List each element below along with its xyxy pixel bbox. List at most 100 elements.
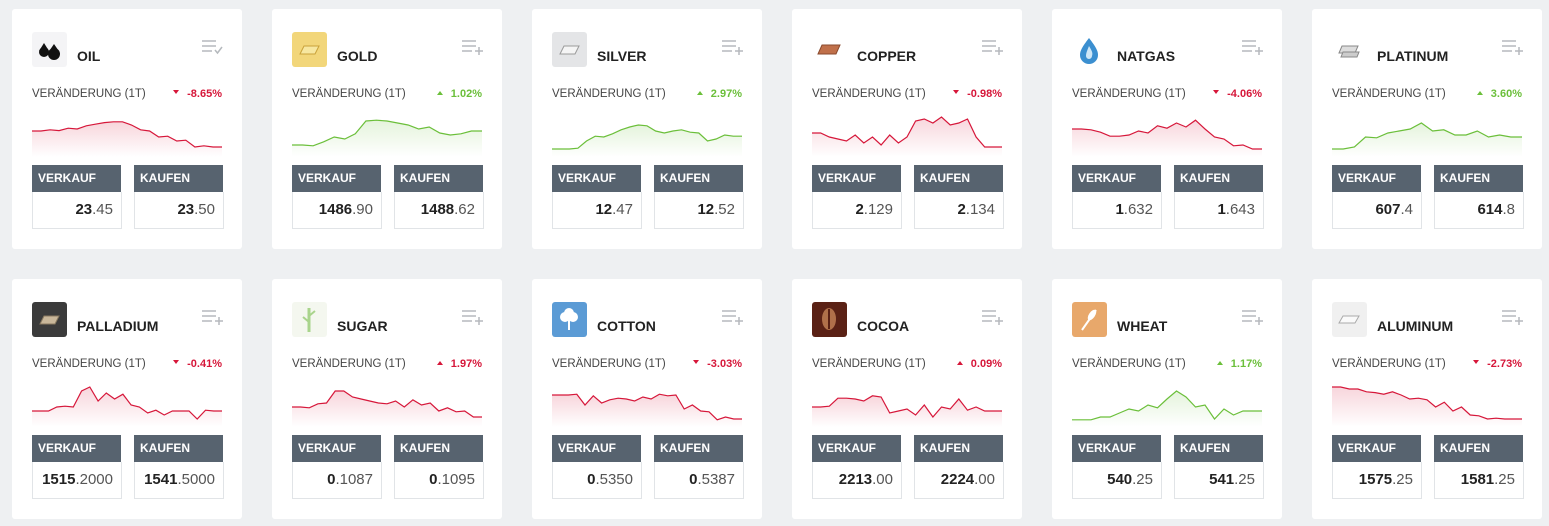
- change-text: -0.41%: [187, 358, 222, 370]
- sell-price[interactable]: 0.1087: [292, 462, 382, 499]
- watchlist-icon[interactable]: [200, 37, 226, 57]
- sell-header[interactable]: VERKAUF: [552, 435, 641, 462]
- arrow-shape: [1473, 360, 1480, 364]
- arrow-shape: [436, 91, 443, 95]
- buy-price[interactable]: 12.52: [654, 192, 744, 229]
- price-integer: 12: [595, 201, 613, 218]
- watchlist-icon[interactable]: [720, 307, 746, 327]
- watchlist-icon[interactable]: [720, 37, 746, 57]
- commodity-name: GOLD: [337, 48, 378, 64]
- sell-price[interactable]: 12.47: [552, 192, 642, 229]
- sell-header[interactable]: VERKAUF: [552, 165, 641, 192]
- watchlist-button[interactable]: [1500, 307, 1526, 332]
- buy-header[interactable]: KAUFEN: [1434, 165, 1523, 192]
- sparkline-area: [812, 395, 1002, 427]
- change-text: 2.97%: [710, 88, 742, 100]
- buy-price[interactable]: 2.134: [914, 192, 1004, 229]
- sell-price[interactable]: 1575.25: [1332, 462, 1422, 499]
- sell-price[interactable]: 2213.00: [812, 462, 902, 499]
- watchlist-button[interactable]: [460, 307, 486, 332]
- sell-header[interactable]: VERKAUF: [1332, 165, 1421, 192]
- sell-price[interactable]: 540.25: [1072, 462, 1162, 499]
- watchlist-icon[interactable]: [1240, 307, 1266, 327]
- change-arrow: [436, 361, 443, 365]
- sparkline-area: [32, 121, 222, 157]
- watchlist-icon[interactable]: [1500, 37, 1526, 57]
- buy-header[interactable]: KAUFEN: [654, 435, 743, 462]
- buy-header[interactable]: KAUFEN: [394, 435, 483, 462]
- watchlist-icon[interactable]: [200, 307, 226, 327]
- watchlist-icon[interactable]: [1240, 37, 1266, 57]
- watchlist-button[interactable]: [720, 307, 746, 332]
- price-decimals: .25: [1234, 471, 1255, 488]
- watchlist-button[interactable]: [1240, 307, 1266, 332]
- watchlist-icon[interactable]: [980, 37, 1006, 57]
- sparkline-area: [1332, 123, 1522, 157]
- sell-header[interactable]: VERKAUF: [1072, 165, 1161, 192]
- sell-header[interactable]: VERKAUF: [32, 435, 121, 462]
- buy-header[interactable]: KAUFEN: [1174, 435, 1263, 462]
- buy-header[interactable]: KAUFEN: [394, 165, 483, 192]
- commodity-icon: [32, 302, 67, 337]
- buy-price[interactable]: 614.8: [1434, 192, 1524, 229]
- price-decimals: .25: [1132, 471, 1153, 488]
- price-integer: 1515: [42, 471, 76, 488]
- watchlist-button[interactable]: [980, 307, 1006, 332]
- change-value: -3.03%: [691, 358, 742, 370]
- buy-header[interactable]: KAUFEN: [134, 165, 223, 192]
- watchlist-icon[interactable]: [980, 307, 1006, 327]
- sell-header[interactable]: VERKAUF: [32, 165, 121, 192]
- buy-header[interactable]: KAUFEN: [914, 165, 1003, 192]
- watchlist-icon[interactable]: [1500, 307, 1526, 327]
- watchlist-button[interactable]: [1240, 37, 1266, 62]
- sell-price[interactable]: 1.632: [1072, 192, 1162, 229]
- sell-header[interactable]: VERKAUF: [812, 435, 901, 462]
- buy-price[interactable]: 2224.00: [914, 462, 1004, 499]
- icon-glyph: [1081, 309, 1097, 331]
- watchlist-icon[interactable]: [460, 37, 486, 57]
- buy-price[interactable]: 1.643: [1174, 192, 1264, 229]
- commodity-icon: [552, 302, 587, 337]
- sell-header[interactable]: VERKAUF: [292, 435, 381, 462]
- sell-header[interactable]: VERKAUF: [812, 165, 901, 192]
- buy-price[interactable]: 0.1095: [394, 462, 484, 499]
- price-decimals: .50: [194, 201, 215, 218]
- buy-price[interactable]: 1488.62: [394, 192, 484, 229]
- sell-price[interactable]: 0.5350: [552, 462, 642, 499]
- buy-price[interactable]: 1541.5000: [134, 462, 224, 499]
- arrow-shape: [693, 360, 700, 364]
- watchlist-button[interactable]: [200, 307, 226, 332]
- change-value: -2.73%: [1471, 358, 1522, 370]
- price-decimals: .52: [714, 201, 735, 218]
- buy-header[interactable]: KAUFEN: [1434, 435, 1523, 462]
- sell-price[interactable]: 23.45: [32, 192, 122, 229]
- buy-price[interactable]: 23.50: [134, 192, 224, 229]
- change-arrow: [436, 91, 443, 95]
- watchlist-button[interactable]: [980, 37, 1006, 62]
- buy-price[interactable]: 541.25: [1174, 462, 1264, 499]
- sell-price[interactable]: 1486.90: [292, 192, 382, 229]
- watchlist-button[interactable]: [460, 37, 486, 62]
- sparkline-area: [1332, 387, 1522, 427]
- buy-price[interactable]: 0.5387: [654, 462, 744, 499]
- commodity-icon: [1332, 302, 1367, 337]
- watchlist-icon[interactable]: [460, 307, 486, 327]
- buy-header[interactable]: KAUFEN: [134, 435, 223, 462]
- sell-header[interactable]: VERKAUF: [1072, 435, 1161, 462]
- buy-header[interactable]: KAUFEN: [914, 435, 1003, 462]
- sell-header[interactable]: VERKAUF: [1332, 435, 1421, 462]
- sell-price[interactable]: 1515.2000: [32, 462, 122, 499]
- sell-price[interactable]: 607.4: [1332, 192, 1422, 229]
- watchlist-button[interactable]: [720, 37, 746, 62]
- sell-price[interactable]: 2.129: [812, 192, 902, 229]
- buy-price[interactable]: 1581.25: [1434, 462, 1524, 499]
- sell-header[interactable]: VERKAUF: [292, 165, 381, 192]
- buy-header[interactable]: KAUFEN: [654, 165, 743, 192]
- watchlist-button[interactable]: [1500, 37, 1526, 62]
- sparkline-area: [552, 125, 742, 157]
- change-text: -4.06%: [1227, 88, 1262, 100]
- watchlist-button[interactable]: [200, 37, 226, 62]
- buy-header[interactable]: KAUFEN: [1174, 165, 1263, 192]
- change-value: -0.98%: [951, 88, 1002, 100]
